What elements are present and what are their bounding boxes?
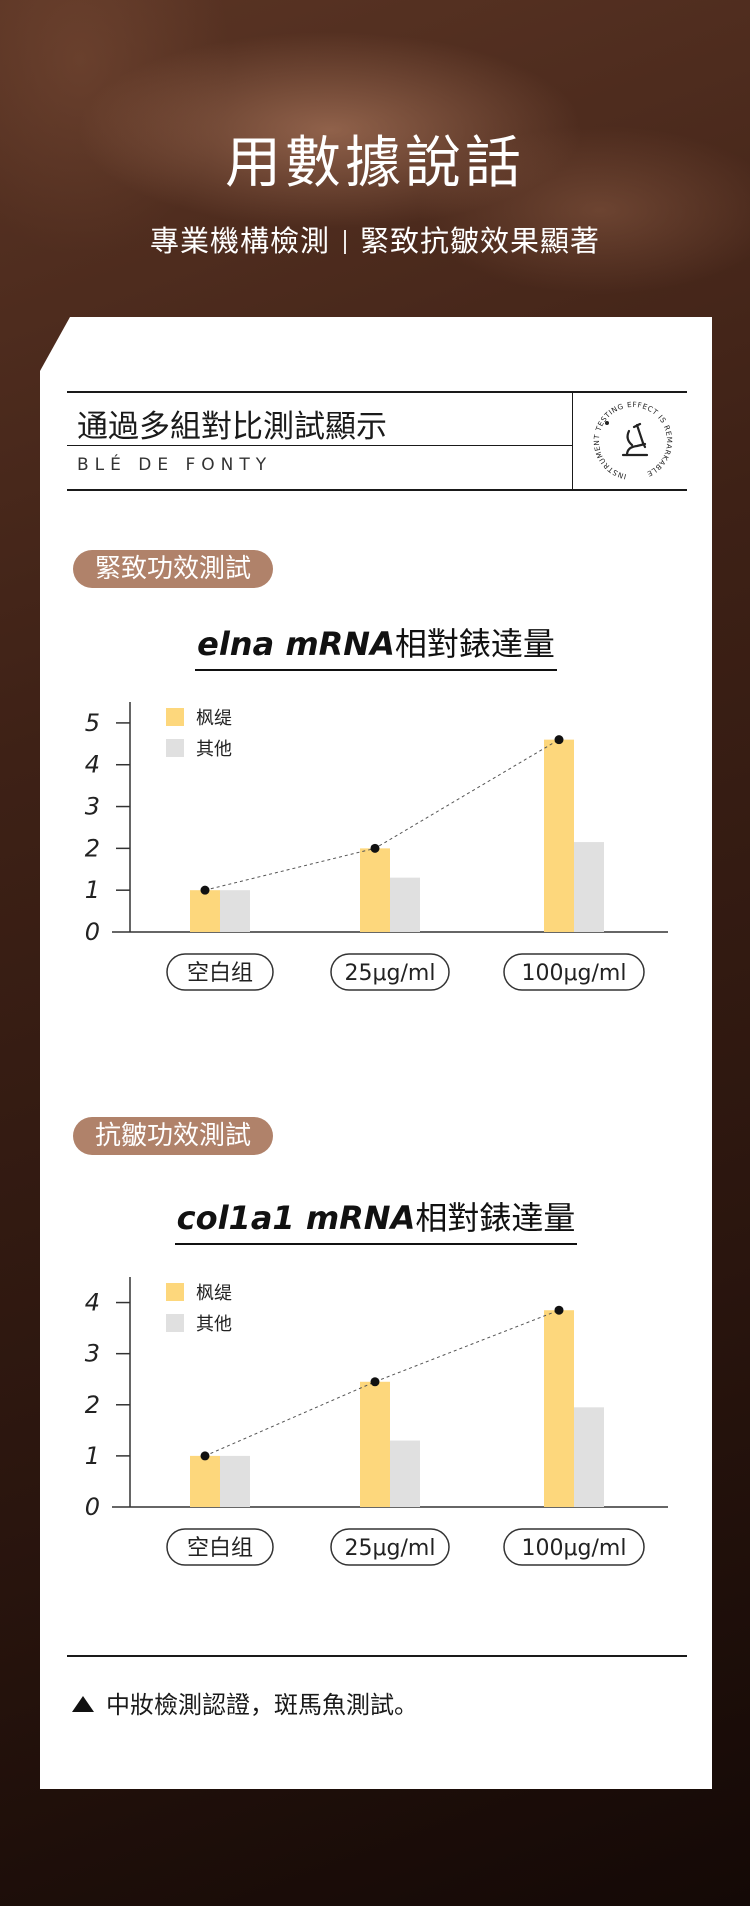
- microscope-icon: [621, 422, 649, 457]
- intro-divider: [67, 445, 572, 446]
- chart-1-title-en: elna mRNA: [197, 625, 395, 663]
- bar: [190, 1455, 220, 1507]
- y-tick-label: 3: [85, 1340, 100, 1368]
- y-tick-label: 3: [85, 793, 100, 821]
- bar: [390, 1440, 420, 1507]
- bar: [190, 890, 220, 932]
- y-tick-label: 2: [85, 1391, 100, 1419]
- trend-line: [204, 1309, 560, 1457]
- trend-marker: [554, 735, 564, 745]
- chart-2-title-cn: 相對錶達量: [415, 1199, 576, 1237]
- trend-marker: [554, 1305, 564, 1315]
- intro-title: 通過多組對比測試顯示: [77, 409, 387, 445]
- chart-2-title: col1a1 mRNA相對錶達量: [40, 1193, 712, 1245]
- brand-name: BLÉ DE FONTY: [77, 455, 273, 475]
- y-tick-label: 0: [85, 1493, 100, 1521]
- footer-note: 中妝檢測認證，斑馬魚測試。: [72, 1685, 418, 1720]
- legend-swatch: [166, 739, 184, 757]
- legend-label: 枫缇: [196, 708, 232, 729]
- category-pill: [166, 1528, 274, 1566]
- y-tick-label: 4: [85, 1289, 100, 1317]
- x-tick-label: 100μg/ml: [522, 961, 627, 986]
- pill-anti-wrinkle-test: 抗皺功效測試: [73, 1117, 274, 1155]
- trend-marker: [200, 1451, 210, 1461]
- legend-swatch: [166, 1314, 184, 1332]
- testing-seal: INSTRUMENT TESTING EFFECT IS REMARKABLE: [592, 400, 674, 481]
- svg-text:INSTRUMENT TESTING EFFECT IS R: INSTRUMENT TESTING EFFECT IS REMARKABLE: [592, 400, 674, 481]
- x-tick-label: 25μg/ml: [345, 1536, 436, 1561]
- x-tick-label: 空白组: [187, 1536, 253, 1561]
- footer-divider: [67, 1655, 687, 1657]
- bar: [360, 848, 390, 932]
- trend-marker: [370, 843, 380, 853]
- trend-marker: [370, 1377, 380, 1387]
- content-card: 通過多組對比測試顯示 BLÉ DE FONTY INSTRUMENT TESTI…: [40, 317, 712, 1789]
- bar: [544, 739, 574, 932]
- subtitle-separator: [344, 230, 346, 254]
- footer-note-text: 中妝檢測認證，斑馬魚測試。: [106, 1691, 418, 1719]
- y-tick-label: 5: [85, 709, 100, 737]
- category-pill: [503, 953, 645, 991]
- hero-title: 用數據說話: [225, 131, 525, 196]
- seal-text: INSTRUMENT TESTING EFFECT IS REMARKABLE: [592, 400, 674, 481]
- legend-swatch: [166, 708, 184, 726]
- category-pill: [166, 953, 274, 991]
- x-tick-label: 100μg/ml: [522, 1536, 627, 1561]
- y-tick-label: 0: [85, 918, 100, 946]
- trend-marker: [200, 885, 210, 895]
- chart-1-title-cn: 相對錶達量: [394, 625, 555, 663]
- intro-banner: 通過多組對比測試顯示 BLÉ DE FONTY INSTRUMENT TESTI…: [67, 391, 687, 491]
- chart-1-title: elna mRNA相對錶達量: [40, 619, 712, 671]
- category-pill: [503, 1528, 645, 1566]
- category-pill: [330, 1528, 450, 1566]
- legend-label: 其他: [196, 1314, 232, 1335]
- hero-subtitle-left: 專業機構檢測: [149, 224, 330, 258]
- y-tick-label: 1: [85, 876, 100, 904]
- x-tick-label: 25μg/ml: [345, 961, 436, 986]
- bar: [360, 1381, 390, 1507]
- legend-label: 枫缇: [196, 1283, 232, 1304]
- legend-label: 其他: [196, 739, 232, 760]
- category-pill: [330, 953, 450, 991]
- hero-subtitle: 專業機構檢測 緊致抗皺效果顯著: [0, 218, 750, 260]
- bar: [574, 1407, 604, 1507]
- triangle-icon: [72, 1696, 94, 1712]
- intro-vertical-divider: [572, 393, 573, 489]
- bar: [574, 842, 604, 932]
- chart-2-title-en: col1a1 mRNA: [176, 1199, 416, 1237]
- bar: [220, 890, 250, 932]
- y-tick-label: 1: [85, 1442, 100, 1470]
- hero-background: [0, 0, 750, 340]
- x-tick-label: 空白组: [187, 961, 253, 986]
- hero-subtitle-right: 緊致抗皺效果顯著: [360, 224, 601, 258]
- bar: [544, 1310, 574, 1507]
- legend-swatch: [166, 1283, 184, 1301]
- y-tick-label: 2: [85, 834, 100, 862]
- bar: [390, 877, 420, 932]
- bar: [220, 1455, 250, 1507]
- y-tick-label: 4: [85, 751, 100, 779]
- pill-firming-test: 緊致功效測試: [73, 550, 274, 588]
